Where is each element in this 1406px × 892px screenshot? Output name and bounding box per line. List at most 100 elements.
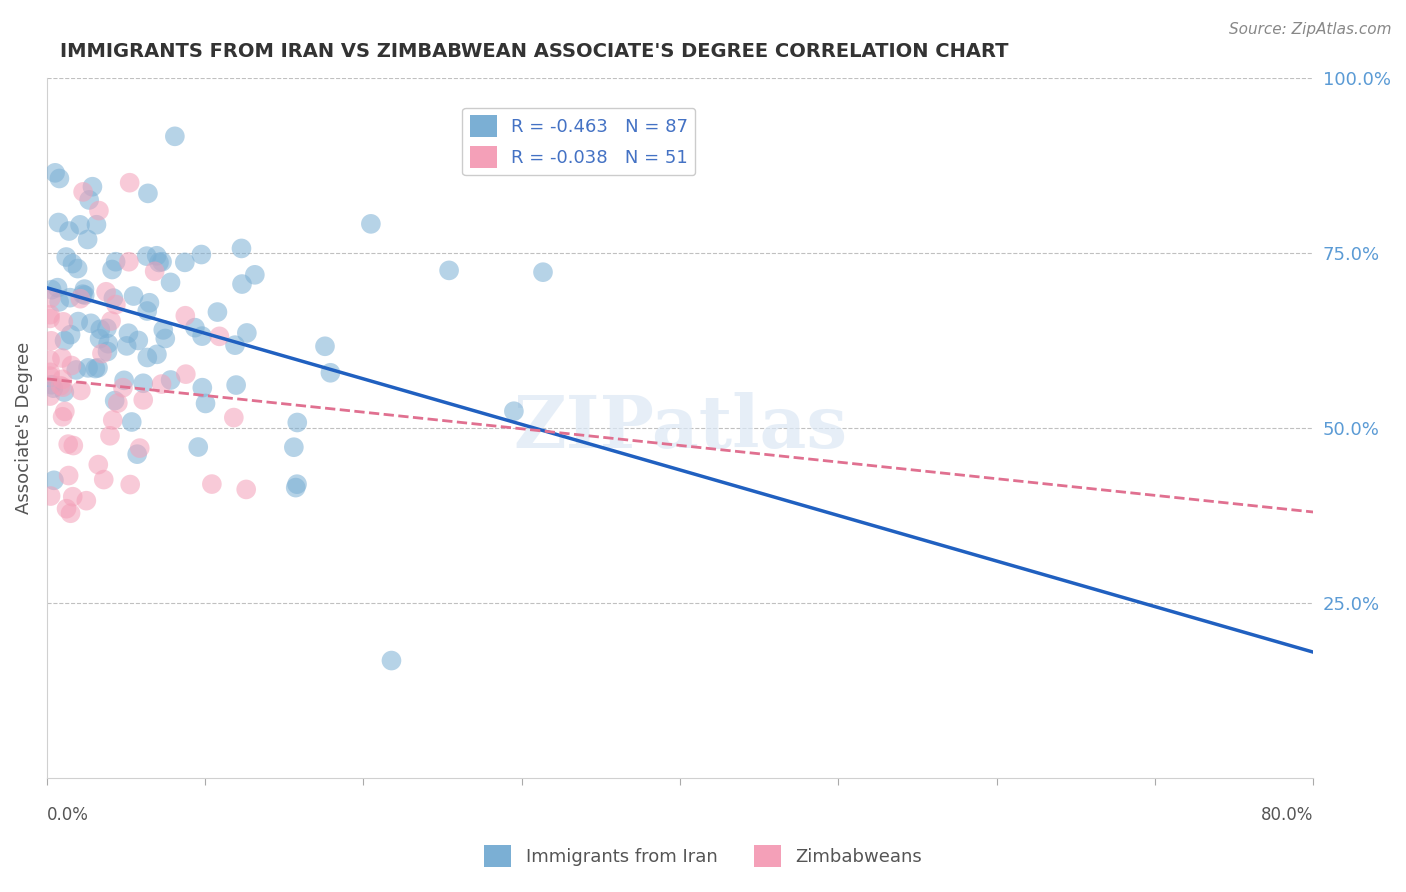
Point — [201, 477, 224, 491]
Point — [69, 384, 91, 398]
Point — [163, 129, 186, 144]
Point — [174, 309, 197, 323]
Point — [69, 292, 91, 306]
Point — [104, 393, 127, 408]
Point — [39, 308, 62, 322]
Point — [191, 381, 214, 395]
Point — [284, 481, 307, 495]
Point — [75, 493, 97, 508]
Point — [41, 377, 63, 392]
Point — [148, 255, 170, 269]
Point — [52, 409, 75, 424]
Point — [89, 322, 111, 336]
Text: ZIPatlas: ZIPatlas — [513, 392, 848, 464]
Point — [145, 249, 167, 263]
Point — [87, 203, 110, 218]
Point — [97, 336, 120, 351]
Point — [159, 276, 181, 290]
Point — [285, 477, 308, 491]
Point — [136, 304, 159, 318]
Point — [118, 254, 141, 268]
Point — [104, 297, 127, 311]
Point — [96, 321, 118, 335]
Point — [55, 250, 77, 264]
Point — [231, 277, 253, 291]
Point — [84, 361, 107, 376]
Point — [132, 376, 155, 391]
Point — [41, 283, 63, 297]
Point — [117, 326, 139, 341]
Point — [89, 332, 111, 346]
Point — [39, 489, 62, 503]
Point — [207, 305, 229, 319]
Point — [103, 291, 125, 305]
Point — [150, 254, 173, 268]
Point — [96, 344, 118, 359]
Point — [104, 254, 127, 268]
Point — [121, 415, 143, 429]
Point — [118, 176, 141, 190]
Point — [191, 329, 214, 343]
Point — [67, 315, 90, 329]
Point — [80, 316, 103, 330]
Point — [98, 429, 121, 443]
Point — [39, 334, 62, 348]
Point — [39, 291, 62, 305]
Point — [122, 289, 145, 303]
Point — [62, 490, 84, 504]
Point — [52, 380, 75, 394]
Point — [174, 367, 197, 381]
Point — [87, 360, 110, 375]
Point — [53, 385, 76, 400]
Point — [136, 351, 159, 365]
Point — [39, 311, 62, 326]
Point — [120, 477, 142, 491]
Point — [235, 483, 257, 497]
Point — [53, 334, 76, 348]
Point — [380, 654, 402, 668]
Point — [91, 346, 114, 360]
Point — [49, 378, 72, 392]
Point — [48, 294, 70, 309]
Point — [66, 261, 89, 276]
Point — [39, 353, 62, 368]
Point — [319, 366, 342, 380]
Point — [52, 315, 75, 329]
Point — [51, 351, 73, 365]
Point — [531, 265, 554, 279]
Point — [53, 404, 76, 418]
Point — [72, 287, 94, 301]
Point — [77, 193, 100, 207]
Point — [314, 339, 336, 353]
Point — [127, 334, 149, 348]
Point — [58, 224, 80, 238]
Point — [136, 186, 159, 201]
Point — [360, 217, 382, 231]
Point — [155, 331, 177, 345]
Point — [55, 501, 77, 516]
Point — [51, 372, 73, 386]
Point — [190, 247, 212, 261]
Point — [59, 291, 82, 305]
Point — [128, 441, 150, 455]
Point — [82, 179, 104, 194]
Point — [132, 392, 155, 407]
Y-axis label: Associate's Degree: Associate's Degree — [15, 342, 32, 514]
Text: Source: ZipAtlas.com: Source: ZipAtlas.com — [1229, 22, 1392, 37]
Point — [138, 295, 160, 310]
Point — [111, 381, 134, 395]
Point — [225, 378, 247, 392]
Point — [187, 440, 209, 454]
Point — [62, 257, 84, 271]
Point — [87, 458, 110, 472]
Legend: Immigrants from Iran, Zimbabweans: Immigrants from Iran, Zimbabweans — [477, 838, 929, 874]
Point — [73, 288, 96, 302]
Point — [48, 171, 70, 186]
Point — [107, 396, 129, 410]
Point — [59, 506, 82, 520]
Point — [69, 218, 91, 232]
Point — [62, 438, 84, 452]
Point — [135, 249, 157, 263]
Point — [502, 404, 524, 418]
Point — [115, 339, 138, 353]
